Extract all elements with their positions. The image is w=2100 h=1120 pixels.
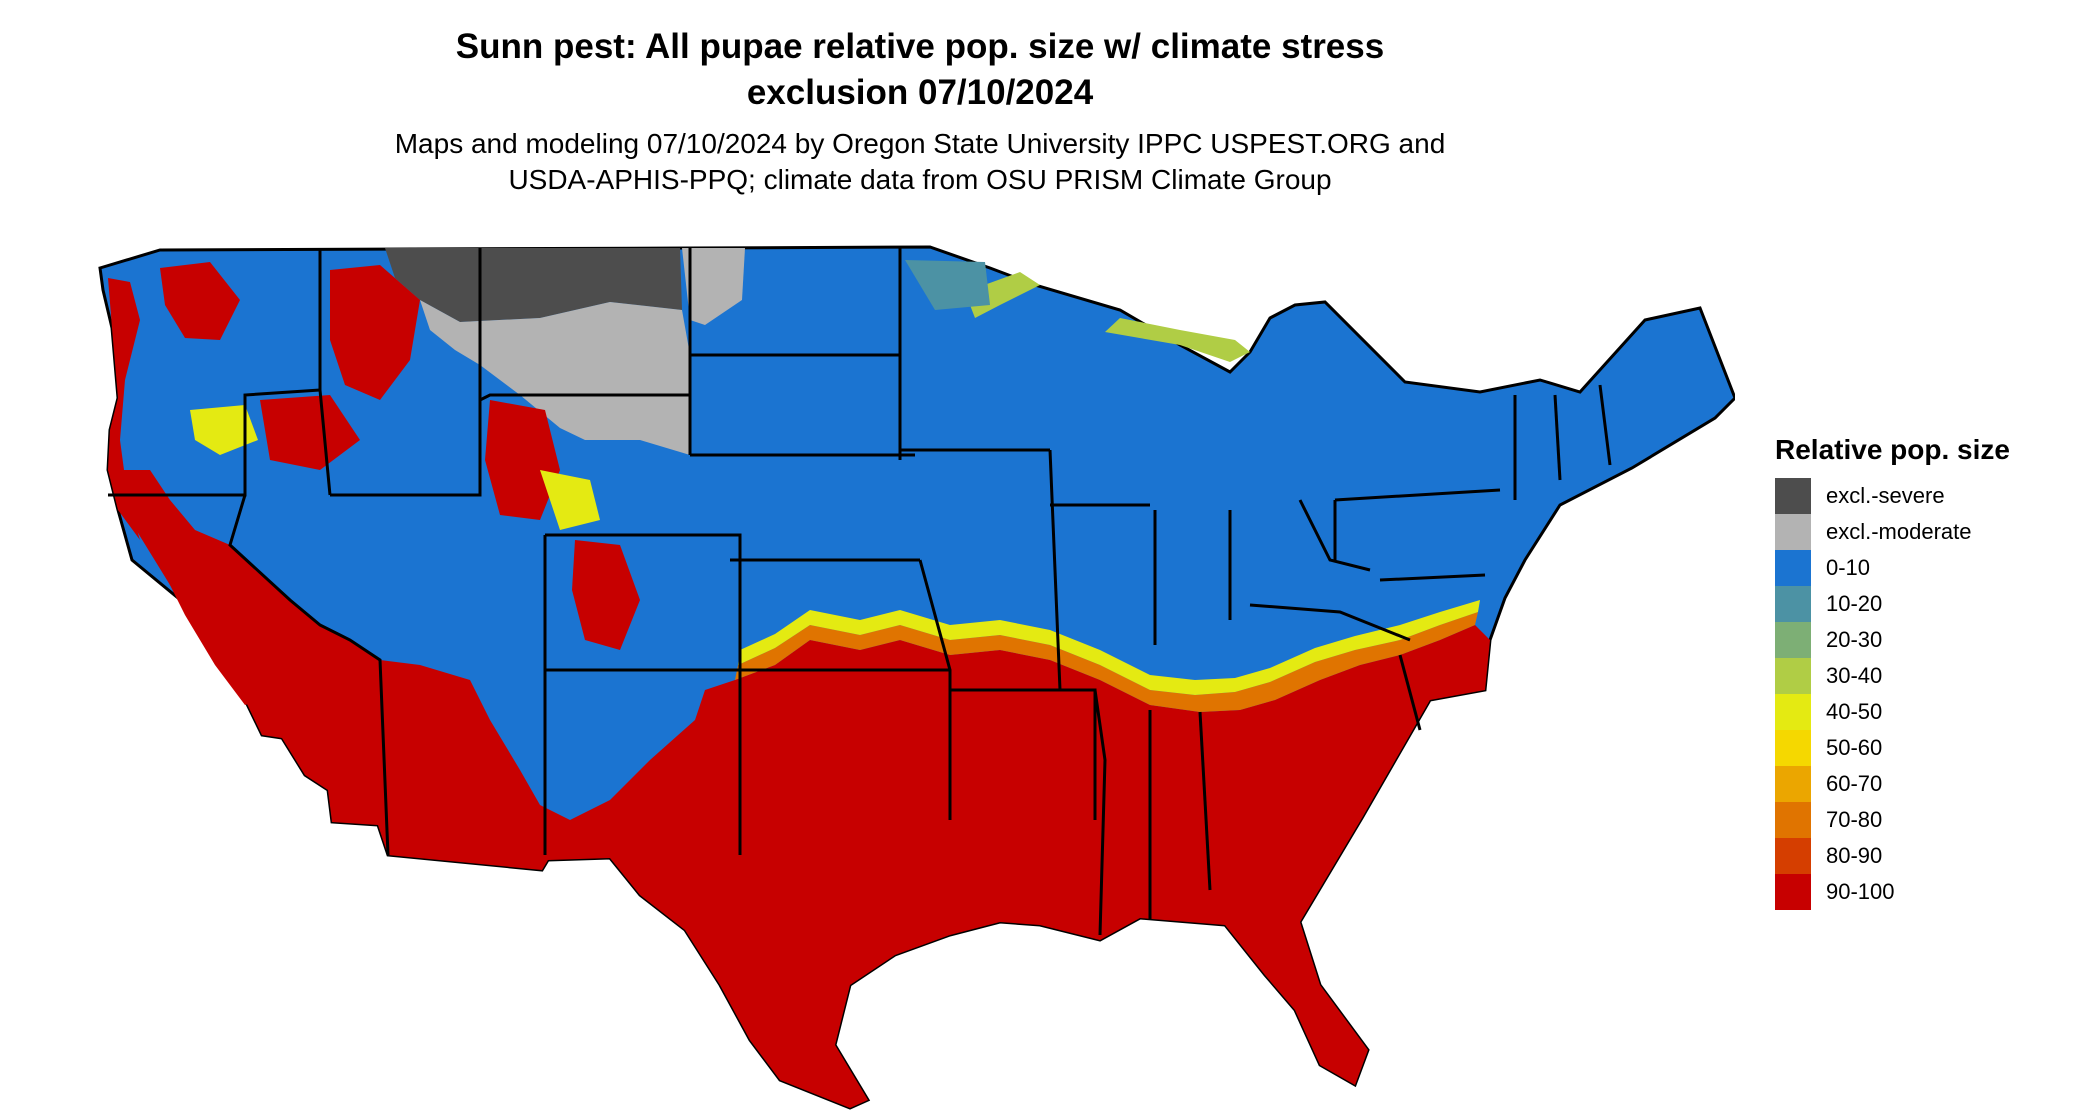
legend-label: 50-60 [1826,735,1883,760]
legend-items: excl.-severe excl.-moderate 0-10 10-20 20-30… [1775,478,2010,910]
legend-label: 40-50 [1826,699,1883,724]
legend-swatch [1775,874,1811,910]
legend-swatch [1775,694,1811,730]
legend-label: 0-10 [1826,555,1871,580]
legend-item: 0-10 [1775,550,2010,586]
excl-moderate-zone [420,300,690,455]
legend-swatch [1775,550,1811,586]
transition-band-yellow [738,600,1480,695]
legend-label: 20-30 [1826,627,1883,652]
legend: Relative pop. size excl.-severe excl.-mod… [1775,434,2010,910]
legend-swatch [1775,586,1811,622]
legend-item: 70-80 [1775,802,2010,838]
legend-swatch [1775,766,1811,802]
rockies-hot-1 [330,265,420,400]
legend-item: 50-60 [1775,730,2010,766]
map-title-line2: exclusion 07/10/2024 [746,73,1094,112]
map-subtitle-line1: Maps and modeling 07/10/2024 by Oregon S… [394,128,1446,159]
legend-label: 70-80 [1826,807,1883,832]
map-subtitle-line2: USDA-APHIS-PPQ; climate data from OSU PR… [508,164,1332,195]
legend-label: 10-20 [1826,591,1883,616]
map-title-line1: Sunn pest: All pupae relative pop. size … [455,27,1385,66]
legend-label: 90-100 [1826,879,1895,904]
legend-swatch [1775,514,1811,550]
yellow-patch-west [190,405,258,455]
legend-label: 60-70 [1826,771,1883,796]
rockies-hot-3 [572,540,640,650]
legend-item: 20-30 [1775,622,2010,658]
legend-item: excl.-severe [1775,478,2010,514]
legend-item: 10-20 [1775,586,2010,622]
south-hot-zone [108,470,1490,1108]
legend-title: Relative pop. size [1775,434,2010,465]
idaho-hot [260,395,360,470]
legend-item: 40-50 [1775,694,2010,730]
legend-item: 30-40 [1775,658,2010,694]
teal-patch-nd [905,260,990,310]
legend-item: 90-100 [1775,874,2010,910]
transition-band-orange [735,612,1478,712]
legend-label: 80-90 [1826,843,1883,868]
state-boundaries [108,248,1612,936]
west-coast-hot-strip [108,278,140,540]
us-map [98,245,1735,1110]
map-subtitle: Maps and modeling 07/10/2024 by Oregon S… [0,126,1840,198]
legend-swatch [1775,730,1811,766]
legend-item: 80-90 [1775,838,2010,874]
legend-label: excl.-moderate [1826,519,1972,544]
north-shore-band [965,272,1040,318]
legend-swatch [1775,802,1811,838]
central-valley-hot [160,545,262,705]
legend-swatch [1775,478,1811,514]
legend-swatch [1775,658,1811,694]
legend-swatch [1775,838,1811,874]
yellow-patch-wy [540,470,600,530]
map-title: Sunn pest: All pupae relative pop. size … [0,24,1840,116]
north-shore-band-2 [1105,318,1250,362]
rockies-hot-4 [160,262,240,340]
legend-label: 30-40 [1826,663,1883,688]
legend-label: excl.-severe [1826,483,1945,508]
excl-moderate-zone-2 [682,248,745,325]
excl-severe-zone [385,248,682,322]
legend-item: 60-70 [1775,766,2010,802]
legend-item: excl.-moderate [1775,514,2010,550]
legend-swatch [1775,622,1811,658]
rockies-hot-2 [485,400,560,520]
